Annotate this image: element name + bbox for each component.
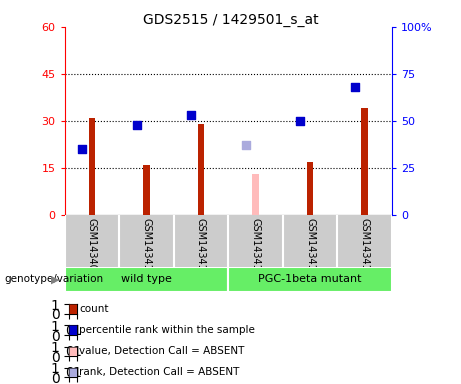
Bar xyxy=(361,108,368,215)
Text: wild type: wild type xyxy=(121,274,172,285)
Bar xyxy=(198,124,204,215)
Point xyxy=(351,84,359,90)
Text: rank, Detection Call = ABSENT: rank, Detection Call = ABSENT xyxy=(79,367,239,377)
Bar xyxy=(65,267,228,292)
Bar xyxy=(228,267,392,292)
Text: GSM143411: GSM143411 xyxy=(142,218,151,276)
Point xyxy=(78,146,86,152)
Text: ▶: ▶ xyxy=(51,274,59,285)
Text: PGC-1beta mutant: PGC-1beta mutant xyxy=(258,274,362,285)
Text: GSM143413: GSM143413 xyxy=(250,218,260,276)
Point xyxy=(296,118,304,124)
Bar xyxy=(307,162,313,215)
Text: GSM143412: GSM143412 xyxy=(196,218,206,276)
Point xyxy=(133,122,140,128)
Text: value, Detection Call = ABSENT: value, Detection Call = ABSENT xyxy=(79,346,244,356)
Text: GSM143415: GSM143415 xyxy=(360,218,370,276)
Bar xyxy=(143,165,150,215)
Text: genotype/variation: genotype/variation xyxy=(5,274,104,285)
Point xyxy=(188,112,195,118)
Text: percentile rank within the sample: percentile rank within the sample xyxy=(79,325,255,335)
Bar xyxy=(89,118,95,215)
Text: GDS2515 / 1429501_s_at: GDS2515 / 1429501_s_at xyxy=(143,13,318,27)
Text: GSM143414: GSM143414 xyxy=(305,218,315,276)
Bar xyxy=(252,174,259,215)
Text: GSM143409: GSM143409 xyxy=(87,218,97,276)
Point xyxy=(242,142,249,149)
Text: count: count xyxy=(79,304,108,314)
